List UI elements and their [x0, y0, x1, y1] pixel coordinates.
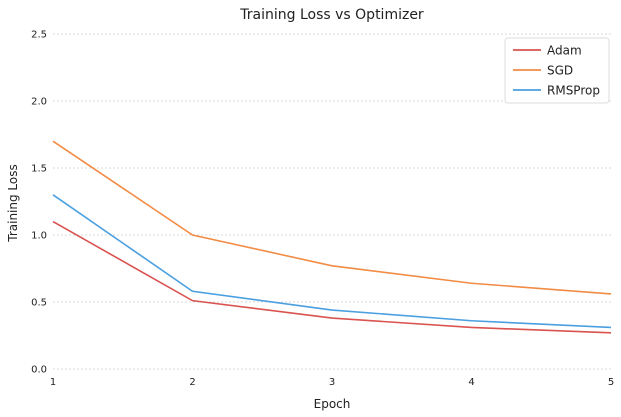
- x-tick-label: 1: [50, 377, 56, 388]
- series-layer: [52, 140, 612, 334]
- legend-box: [504, 37, 610, 104]
- y-tick-label: 0.0: [31, 365, 47, 376]
- y-tick-label: 1.5: [31, 164, 47, 175]
- chart-title: Training Loss vs Optimizer: [239, 7, 424, 23]
- x-tick-label: 5: [608, 377, 614, 388]
- series-line-rmsprop: [52, 194, 612, 329]
- y-tick-label: 2.0: [31, 97, 47, 108]
- y-axis-ticks: 0.0 0.5 1.0 1.5 2.0 2.5: [31, 30, 47, 376]
- x-axis-label: Epoch: [314, 397, 351, 411]
- y-tick-label: 0.5: [31, 298, 47, 309]
- y-axis-label: Training Loss: [6, 164, 20, 242]
- y-tick-label: 1.0: [31, 231, 47, 242]
- y-tick-label: 2.5: [31, 30, 47, 41]
- x-axis-ticks: 1 2 3 4 5: [50, 377, 614, 388]
- x-tick-label: 4: [468, 377, 474, 388]
- x-tick-label: 3: [329, 377, 335, 388]
- series-line-sgd: [52, 140, 612, 295]
- legend-label-sgd: SGD: [547, 64, 573, 78]
- legend-label-rmsprop: RMSProp: [547, 84, 600, 98]
- legend-label-adam: Adam: [547, 44, 582, 58]
- series-line-adam: [52, 220, 612, 334]
- legend: Adam SGD RMSProp: [504, 37, 610, 104]
- x-tick-label: 2: [189, 377, 195, 388]
